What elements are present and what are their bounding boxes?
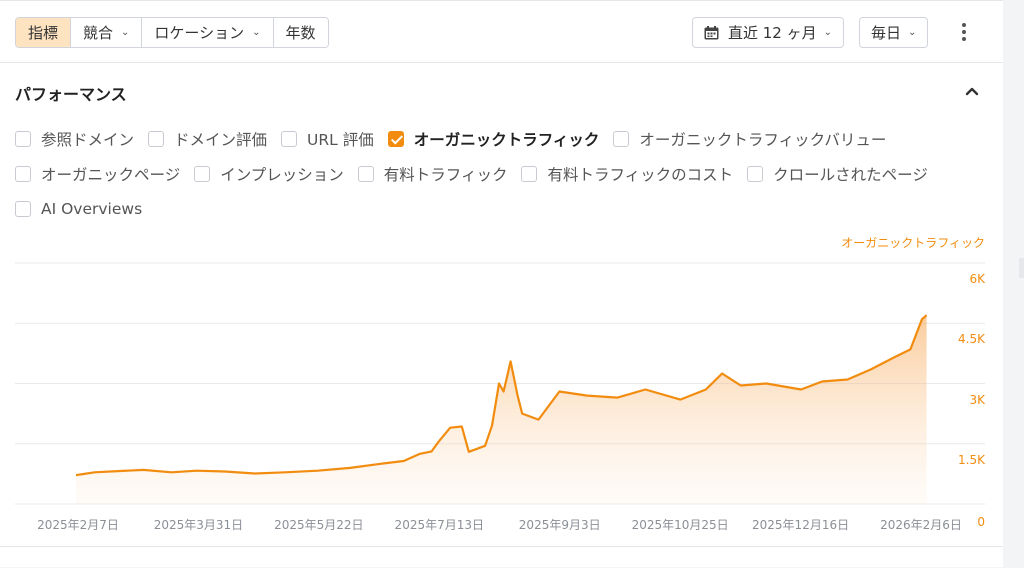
kebab-menu-icon[interactable]	[958, 21, 970, 43]
metric-organic-traffic[interactable]: オーガニックトラフィック	[387, 128, 600, 150]
legend-organic-traffic: オーガニックトラフィック	[841, 236, 985, 250]
metric-label: オーガニックトラフィック	[413, 130, 600, 149]
checkbox[interactable]	[194, 165, 211, 182]
chevron-down-icon: ⌄	[823, 27, 833, 38]
tab-label: 指標	[28, 24, 59, 42]
section-title: パフォーマンス	[15, 85, 127, 104]
tab-label: ロケーション	[154, 24, 245, 42]
metric-label: クロールされたページ	[773, 165, 928, 184]
y-tick-label: 0	[977, 515, 985, 529]
traffic-chart	[15, 262, 985, 505]
checkbox[interactable]	[148, 130, 165, 147]
metric-ai-overviews[interactable]: AI Overviews	[15, 200, 142, 218]
x-tick-label: 2025年2月7日	[37, 518, 119, 532]
granularity-dropdown[interactable]: 毎日 ⌄	[859, 17, 929, 48]
y-tick-label: 3K	[969, 392, 985, 407]
metric-impressions[interactable]: インプレッション	[194, 163, 344, 185]
date-range-dropdown[interactable]: 直近 12 ヶ月 ⌄	[692, 17, 845, 48]
checkbox[interactable]	[15, 200, 31, 217]
toolbar: 指標 競合 ⌄ ロケーション ⌄ 年数	[15, 17, 329, 49]
metric-label: 有料トラフィック	[383, 165, 508, 184]
performance-panel: 指標 競合 ⌄ ロケーション ⌄ 年数 直近 12 ヶ月 ⌄ 毎日 ⌄ パフォーマン…	[0, 0, 1003, 567]
x-tick-label: 2026年2月6日	[880, 518, 962, 532]
x-tick-label: 2025年9月3日	[518, 518, 601, 532]
checkbox[interactable]	[613, 130, 630, 147]
tab-location[interactable]: ロケーション ⌄	[142, 18, 274, 47]
tab-label: 競合	[83, 24, 114, 42]
divider	[0, 546, 1003, 547]
x-tick-label: 2025年7月13日	[394, 518, 485, 532]
metric-label: 有料トラフィックのコスト	[547, 165, 734, 184]
tab-competitors[interactable]: 競合 ⌄	[71, 18, 143, 47]
chevron-down-icon: ⌄	[121, 27, 130, 38]
metric-label: インプレッション	[220, 165, 344, 184]
chevron-up-icon[interactable]	[965, 85, 979, 97]
tab-metrics[interactable]: 指標	[16, 18, 72, 47]
metric-referring-domains[interactable]: 参照ドメイン	[15, 128, 134, 150]
tab-years[interactable]: 年数	[273, 18, 328, 47]
checkbox[interactable]	[747, 165, 764, 182]
chevron-down-icon: ⌄	[908, 27, 917, 38]
x-tick-label: 2025年10月25日	[631, 518, 729, 532]
metric-label: 参照ドメイン	[41, 130, 135, 149]
metric-paid-traffic[interactable]: 有料トラフィック	[357, 163, 508, 185]
x-tick-label: 2025年12月16日	[752, 518, 850, 532]
checkbox[interactable]	[15, 130, 31, 147]
x-tick-label: 2025年5月22日	[274, 518, 364, 532]
chevron-down-icon: ⌄	[252, 27, 261, 38]
x-tick-label: 2025年3月31日	[153, 518, 244, 532]
date-range-label: 直近 12 ヶ月	[728, 24, 817, 42]
checkbox[interactable]	[521, 165, 538, 182]
metric-label: URL 評価	[307, 130, 374, 149]
metric-label: AI Overviews	[41, 199, 143, 218]
checkbox-checked[interactable]	[387, 130, 404, 147]
calendar-icon	[704, 25, 719, 39]
metric-label: オーガニックページ	[41, 165, 181, 184]
metric-organic-traffic-value[interactable]: オーガニックトラフィックバリュー	[613, 128, 886, 150]
y-tick-label: 6K	[969, 272, 985, 286]
organic-traffic-area	[76, 315, 927, 504]
metric-paid-traffic-cost[interactable]: 有料トラフィックのコスト	[521, 163, 733, 185]
metric-organic-pages[interactable]: オーガニックページ	[15, 163, 180, 185]
divider	[0, 62, 1003, 63]
scrollbar-track	[1003, 0, 1024, 567]
metric-crawled-pages[interactable]: クロールされたページ	[747, 163, 928, 185]
scrollbar-thumb[interactable]	[1019, 258, 1024, 278]
granularity-label: 毎日	[871, 24, 902, 42]
y-tick-label: 4.5K	[958, 332, 985, 347]
tab-label: 年数	[285, 24, 316, 42]
checkbox[interactable]	[357, 165, 374, 182]
view-segmented-control: 指標 競合 ⌄ ロケーション ⌄ 年数	[15, 17, 329, 48]
metric-options: 参照ドメイン ドメイン評価 URL 評価 オーガニックトラフィック オーガニック…	[15, 121, 995, 226]
y-tick-label: 1.5K	[958, 452, 985, 467]
metric-label: ドメイン評価	[174, 130, 268, 149]
checkbox[interactable]	[281, 130, 298, 147]
metric-label: オーガニックトラフィックバリュー	[639, 130, 887, 149]
checkbox[interactable]	[15, 165, 31, 182]
organic-traffic-line	[75, 314, 928, 477]
metric-domain-rating[interactable]: ドメイン評価	[148, 128, 267, 150]
metric-url-rating[interactable]: URL 評価	[281, 128, 374, 150]
